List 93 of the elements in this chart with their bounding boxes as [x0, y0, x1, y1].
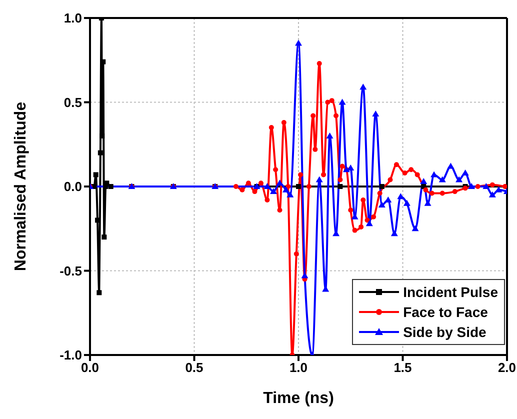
point	[270, 188, 277, 194]
point	[348, 208, 354, 213]
legend-label: Face to Face	[403, 303, 488, 322]
point	[252, 189, 258, 194]
point	[452, 189, 458, 194]
point	[462, 170, 469, 176]
point	[430, 171, 438, 178]
x-tick-label: 1.0	[289, 360, 308, 376]
point	[108, 184, 114, 189]
point	[424, 200, 432, 206]
point	[102, 234, 107, 240]
point	[456, 176, 463, 182]
point	[295, 40, 302, 46]
point	[338, 184, 343, 189]
point	[334, 113, 339, 118]
y-tick-label: 1.0	[64, 10, 82, 26]
x-axis-title: Time (ns)	[263, 390, 334, 407]
point	[358, 224, 364, 230]
point	[258, 180, 264, 186]
point	[468, 183, 476, 189]
y-tick-label: 0.0	[64, 179, 82, 194]
point	[340, 164, 345, 169]
point	[264, 197, 270, 202]
point	[438, 176, 446, 182]
point	[298, 172, 304, 178]
point	[412, 225, 419, 232]
point	[306, 184, 312, 189]
point	[390, 230, 398, 236]
y-tick-label: -1.0	[60, 348, 82, 363]
point	[360, 84, 367, 90]
legend-label: Side by Side	[403, 323, 486, 342]
point	[326, 132, 334, 138]
point	[93, 172, 98, 178]
point	[316, 176, 323, 182]
point	[286, 184, 291, 189]
point	[482, 183, 490, 189]
point	[282, 186, 290, 192]
point	[276, 180, 284, 186]
point	[379, 184, 384, 189]
point	[296, 184, 301, 189]
point	[310, 113, 316, 118]
point	[423, 187, 428, 192]
point	[475, 184, 480, 189]
point	[384, 196, 392, 202]
point	[360, 197, 366, 202]
point	[495, 186, 502, 192]
x-tick-label: 0.5	[185, 360, 204, 376]
point	[240, 187, 245, 192]
point	[420, 178, 428, 184]
point	[281, 120, 286, 125]
point	[366, 220, 373, 226]
point	[408, 167, 414, 172]
point	[325, 100, 330, 105]
point	[316, 60, 322, 66]
legend-label: Incident Pulse	[403, 283, 498, 302]
point	[378, 202, 386, 208]
point	[488, 191, 496, 198]
x-tick-label: 0.0	[80, 360, 100, 376]
point	[429, 190, 434, 196]
point	[329, 98, 334, 104]
point	[440, 190, 445, 196]
point	[312, 146, 318, 152]
point	[377, 190, 382, 196]
point	[414, 172, 420, 178]
point	[502, 184, 507, 189]
point	[321, 172, 326, 178]
point	[371, 214, 376, 220]
point	[402, 170, 408, 176]
point	[98, 150, 103, 156]
point	[394, 162, 399, 168]
y-tick-label: -0.5	[60, 263, 82, 278]
point	[294, 251, 299, 256]
point	[233, 184, 238, 189]
point	[490, 182, 495, 188]
point	[447, 162, 454, 169]
y-axis-title: Normalised Amplitude	[12, 102, 30, 272]
point	[104, 180, 110, 186]
point	[338, 98, 346, 105]
point	[347, 164, 354, 170]
point	[273, 167, 278, 172]
point	[286, 191, 294, 198]
x-tick-label: 1.5	[394, 360, 412, 376]
point	[277, 208, 282, 213]
point	[397, 193, 404, 200]
point	[96, 290, 102, 296]
y-tick-label: 0.5	[64, 94, 82, 110]
point	[352, 228, 358, 233]
point	[338, 177, 343, 182]
x-tick-label: 2.0	[498, 360, 516, 376]
point	[246, 180, 251, 186]
point	[372, 110, 380, 117]
point	[403, 200, 410, 206]
point	[388, 177, 393, 182]
